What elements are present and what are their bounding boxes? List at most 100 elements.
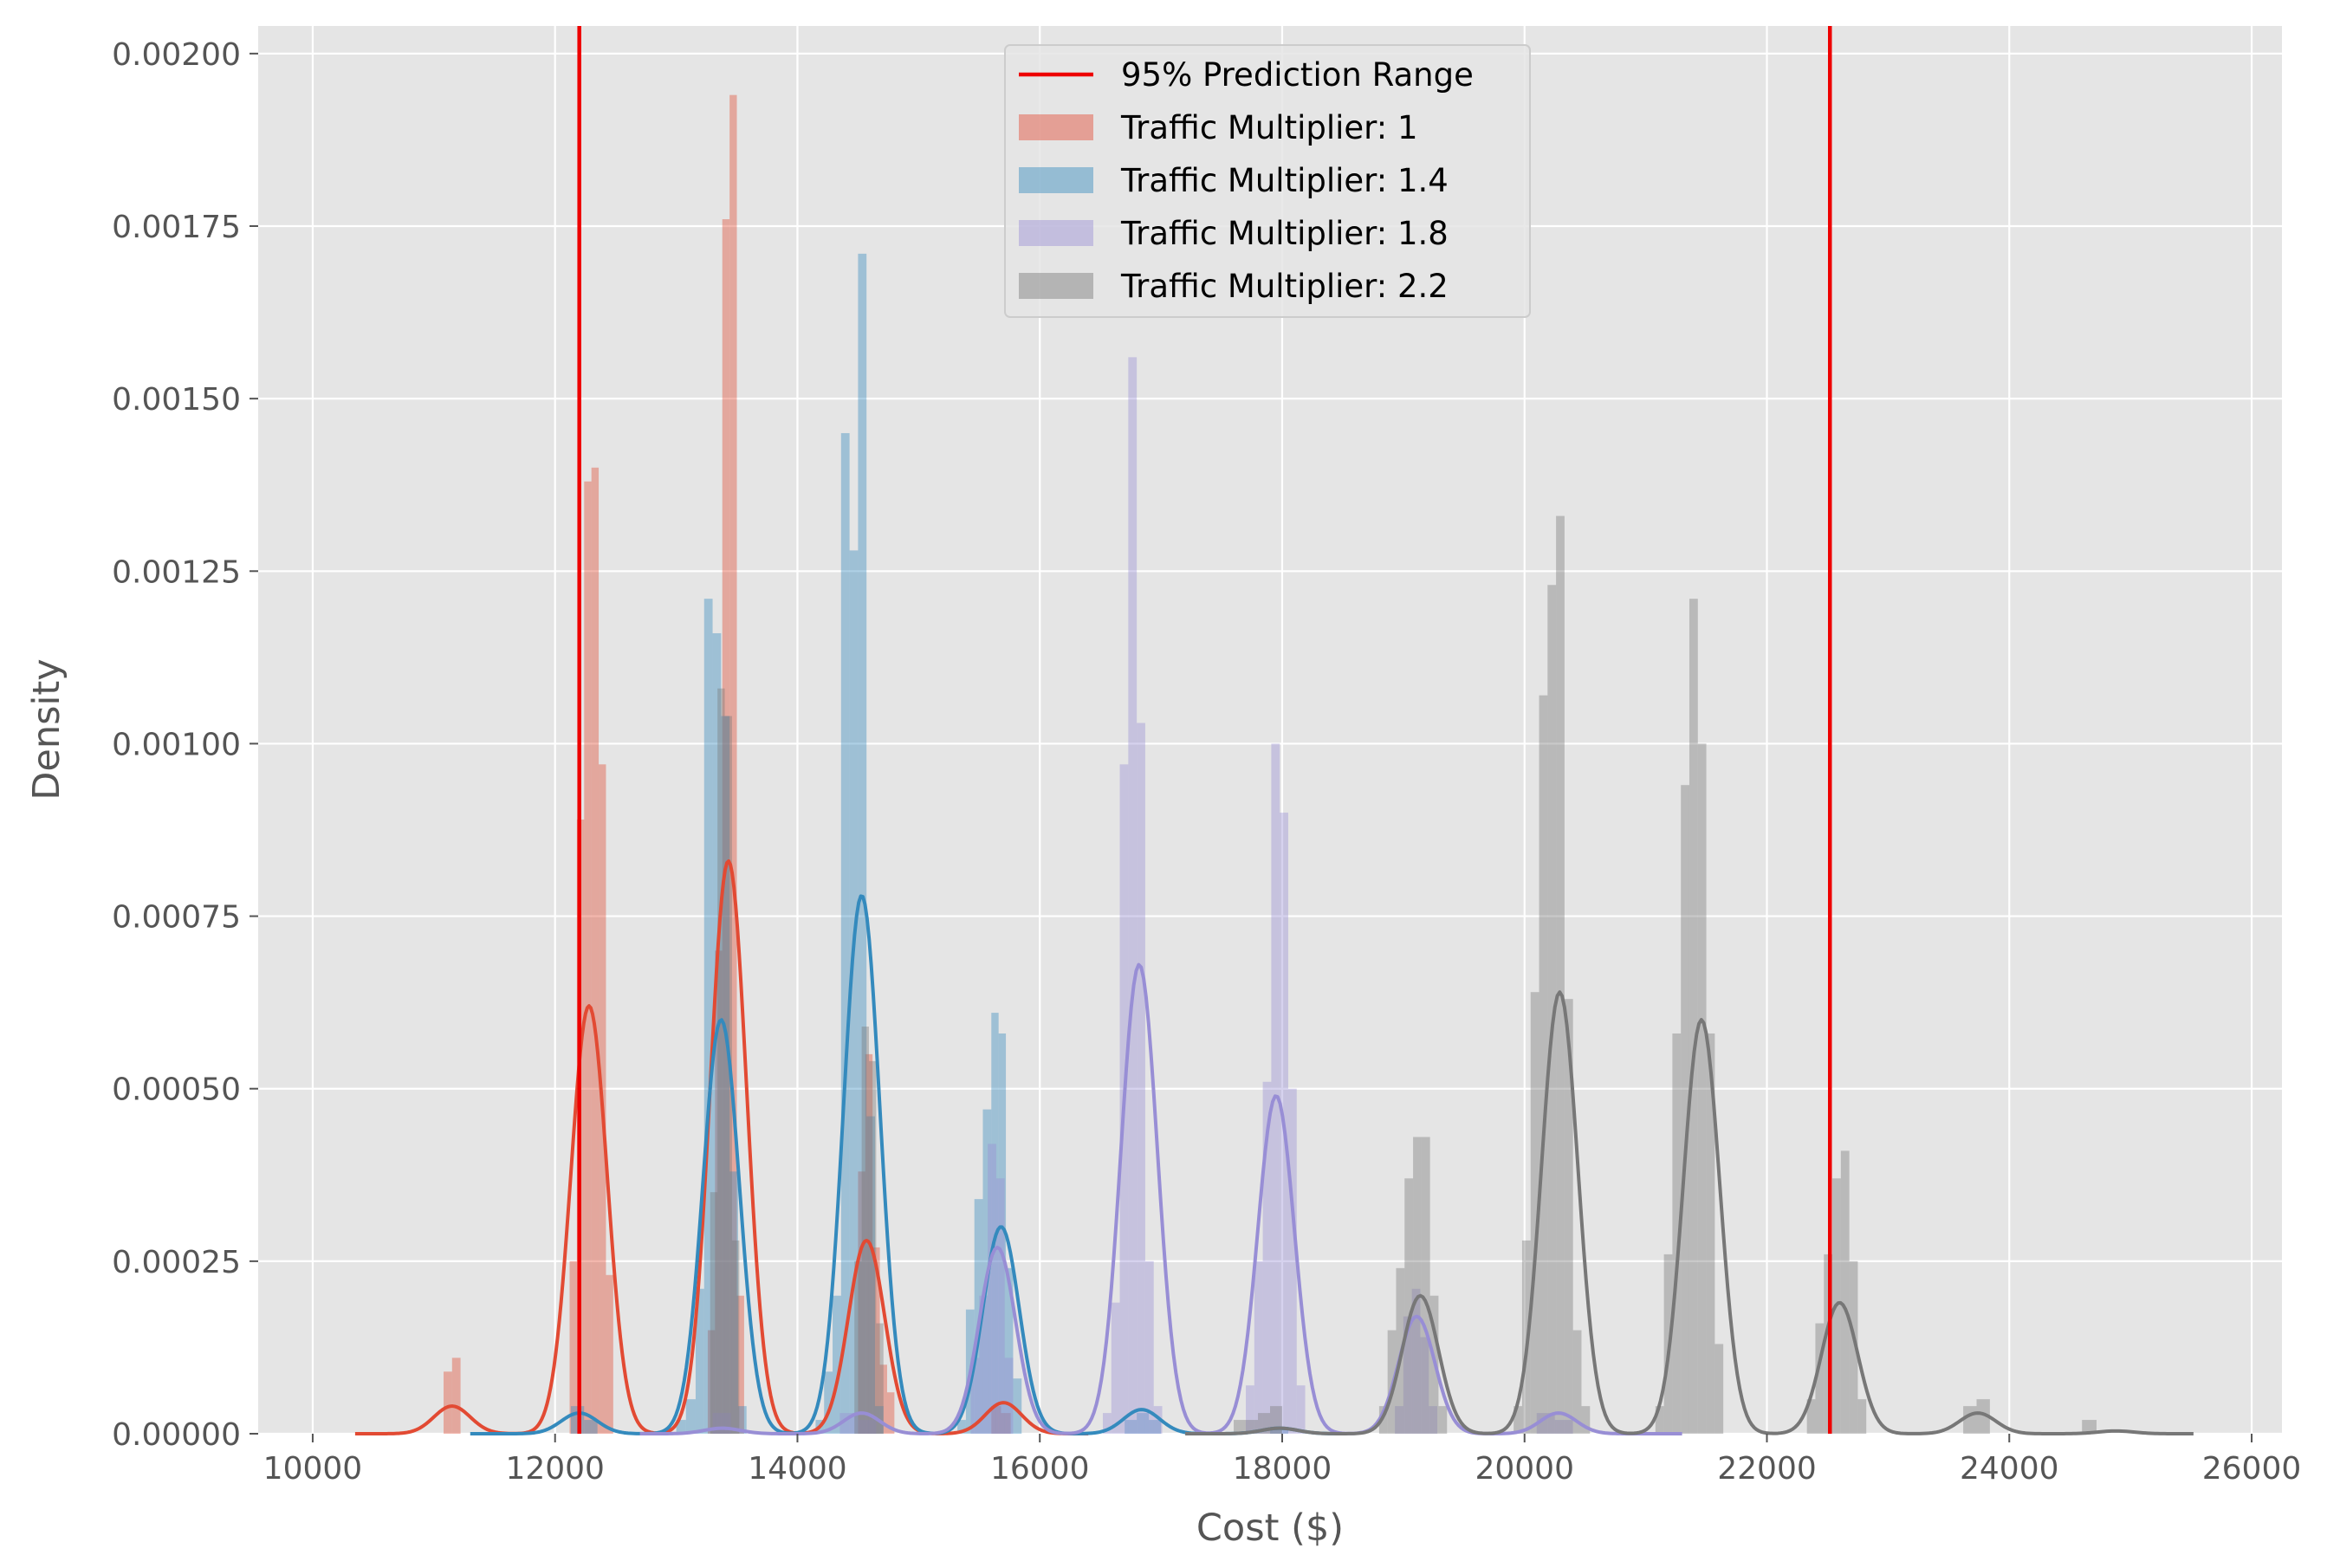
legend-label: Traffic Multiplier: 1.8 xyxy=(1120,215,1449,252)
histogram-bar xyxy=(1581,1406,1591,1434)
histogram-bar xyxy=(1102,1413,1112,1434)
histogram-bar xyxy=(1128,357,1138,1435)
histogram-bar xyxy=(721,716,730,1434)
histogram-bar xyxy=(1706,1033,1715,1434)
histogram-bar xyxy=(676,1420,686,1434)
histogram-bar xyxy=(879,1364,887,1434)
y-tick-label: 0.00000 xyxy=(112,1417,241,1453)
histogram-bar xyxy=(584,1420,598,1434)
histogram-bar xyxy=(722,219,730,1435)
histogram-bar xyxy=(861,1027,869,1434)
legend-label: Traffic Multiplier: 2.2 xyxy=(1120,268,1449,305)
histogram-bar xyxy=(1438,1406,1448,1434)
histogram-bar xyxy=(1395,1406,1403,1434)
histogram-bar xyxy=(1672,1033,1682,1434)
histogram-bar xyxy=(1413,1137,1422,1434)
histogram-bar xyxy=(858,1171,865,1434)
x-tick-label: 24000 xyxy=(1960,1451,2059,1487)
histogram-bar xyxy=(1421,1137,1430,1434)
histogram-bar xyxy=(729,94,737,1434)
histogram-bar xyxy=(1271,743,1280,1434)
histogram-bar xyxy=(957,1420,966,1434)
x-tick-label: 18000 xyxy=(1233,1451,1332,1487)
histogram-bar xyxy=(876,1323,884,1434)
histogram-bar xyxy=(1004,1357,1014,1434)
histogram-bar xyxy=(2082,1420,2097,1434)
histogram-bar xyxy=(1655,1406,1664,1434)
histogram-bar xyxy=(1001,1413,1011,1434)
histogram-bar xyxy=(1697,743,1707,1434)
y-tick-label: 0.00125 xyxy=(112,554,241,590)
y-axis-title: Density xyxy=(25,658,68,800)
histogram-bar xyxy=(569,1260,577,1434)
kde-curves xyxy=(354,859,2194,1435)
histogram-bar xyxy=(737,1406,747,1434)
histogram-bar xyxy=(1125,1420,1138,1434)
histogram-bar xyxy=(685,1399,696,1434)
histogram-bar xyxy=(1547,585,1557,1434)
histogram-bar xyxy=(1262,1081,1272,1434)
y-tick-label: 0.00075 xyxy=(112,900,241,936)
legend-patch-marker xyxy=(1019,220,1093,246)
histogram-bar xyxy=(1111,1302,1120,1434)
x-tick-label: 10000 xyxy=(263,1451,363,1487)
histogram-bar xyxy=(866,1116,875,1434)
histogram-bar xyxy=(1681,785,1689,1434)
histogram-bar xyxy=(715,950,723,1434)
legend-label: 95% Prediction Range xyxy=(1121,56,1474,94)
histogram-bar xyxy=(1153,1406,1163,1434)
histogram-bar xyxy=(1149,1420,1162,1434)
histogram-bars xyxy=(444,94,2097,1435)
histogram-bar xyxy=(731,1240,740,1434)
y-tick-label: 0.00175 xyxy=(112,210,241,245)
legend-patch-marker xyxy=(1019,167,1093,193)
histogram-bar xyxy=(979,1295,988,1434)
histogram-bar xyxy=(724,716,732,1434)
histogram-bar xyxy=(736,1295,744,1434)
histogram-bar xyxy=(1144,1260,1154,1434)
histogram-bar xyxy=(1137,722,1145,1434)
x-tick-label: 16000 xyxy=(990,1451,1090,1487)
histogram-bar xyxy=(1689,599,1698,1434)
histogram-bar xyxy=(1714,1344,1724,1434)
histogram-bar xyxy=(970,1357,980,1434)
histogram-bar xyxy=(1849,1260,1858,1434)
histogram-bar xyxy=(840,432,850,1435)
histogram-bar xyxy=(1539,695,1548,1434)
kde-curve-0 xyxy=(354,859,1089,1435)
x-axis-title: Cost ($) xyxy=(1196,1506,1344,1550)
y-tick-label: 0.00025 xyxy=(112,1245,241,1280)
axes: 10000 12000 14000 16000 18000 20000 22000 24000… xyxy=(112,37,2301,1487)
histogram-bar xyxy=(1246,1385,1254,1434)
histogram-bar xyxy=(591,467,600,1434)
histogram-bar xyxy=(606,1274,613,1434)
prediction-range-lines xyxy=(577,26,1832,1434)
histogram-bar xyxy=(1976,1399,1990,1434)
histogram-bar xyxy=(1963,1406,1977,1434)
histogram-bar xyxy=(695,1288,704,1434)
histogram-bar xyxy=(1806,1399,1816,1434)
histogram-bar xyxy=(1287,1088,1297,1434)
histogram-bar xyxy=(1403,1316,1412,1434)
histogram-bar xyxy=(1411,1288,1421,1434)
legend-label: Traffic Multiplier: 1.4 xyxy=(1120,162,1449,199)
x-tick-label: 12000 xyxy=(505,1451,605,1487)
legend-patch-marker xyxy=(1019,273,1093,299)
histogram-bar xyxy=(1815,1323,1825,1434)
histogram-bar xyxy=(1556,515,1565,1434)
histogram-bar xyxy=(1270,1427,1288,1434)
kde-curve-2 xyxy=(639,962,1682,1435)
histogram-bar xyxy=(824,1371,833,1434)
histogram-bar xyxy=(717,688,725,1434)
histogram-bar xyxy=(1137,1413,1150,1434)
histogram-bar xyxy=(1296,1385,1306,1434)
histogram-bar xyxy=(1404,1178,1414,1434)
histogram-bar xyxy=(584,481,592,1434)
histogram-bar xyxy=(1378,1406,1388,1434)
y-tick-label: 0.00050 xyxy=(112,1072,241,1108)
histogram-bar xyxy=(872,1247,880,1434)
histogram-bar xyxy=(707,1330,716,1434)
histogram-bar xyxy=(1514,1406,1522,1434)
